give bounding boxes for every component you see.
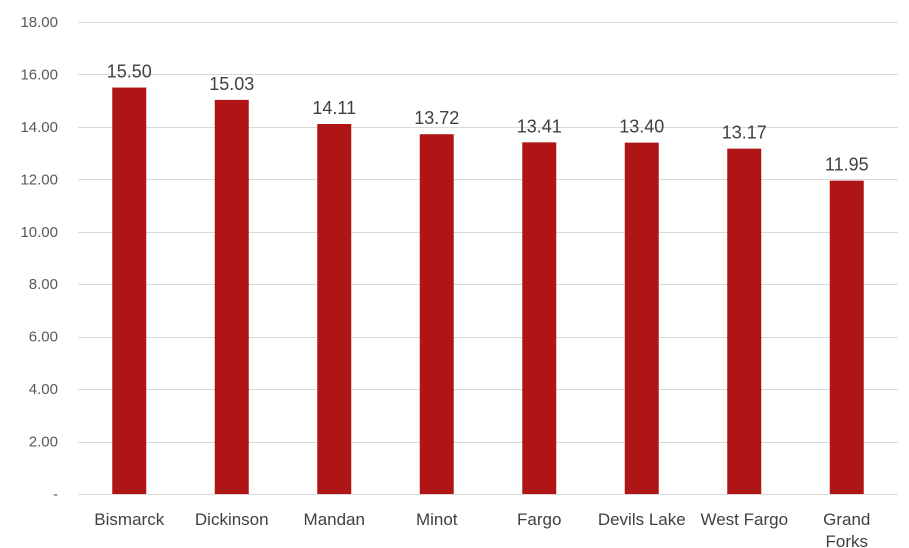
bar [317, 124, 352, 494]
y-tick-label: 8.00 [29, 276, 58, 293]
y-tick-label: 6.00 [29, 329, 58, 346]
bar [829, 180, 864, 494]
y-tick-label: 2.00 [29, 434, 58, 451]
x-axis-category-labels: Bismarck Dickinson Mandan Minot Fargo Devils … [94, 510, 870, 548]
bars [112, 87, 864, 495]
data-label: 15.03 [209, 74, 254, 94]
category-label: Forks [826, 532, 869, 548]
category-label: Bismarck [94, 510, 164, 529]
data-labels: 15.50 15.03 14.11 13.72 13.41 13.40 13.17 11.95 [107, 62, 869, 175]
category-label: Dickinson [195, 510, 269, 529]
y-tick-label: 10.00 [20, 224, 58, 241]
bar [112, 87, 147, 495]
y-tick-label: 16.00 [20, 66, 58, 83]
category-label: Grand [823, 510, 870, 529]
bar [419, 134, 454, 494]
y-axis-tick-labels: - 2.00 4.00 6.00 8.00 10.00 12.00 14.00 16.00 18.… [20, 14, 58, 503]
bar [214, 99, 249, 494]
data-label: 13.40 [619, 117, 664, 137]
data-label: 13.72 [414, 108, 459, 128]
bar [624, 142, 659, 494]
bar [522, 142, 557, 495]
data-label: 14.11 [312, 98, 356, 118]
data-label: 13.41 [517, 116, 562, 136]
y-tick-label: 14.00 [20, 119, 58, 136]
category-label: West Fargo [700, 510, 788, 529]
bar [727, 148, 762, 495]
y-tick-label: 4.00 [29, 381, 58, 398]
data-label: 13.17 [722, 123, 767, 143]
category-label: Devils Lake [598, 510, 686, 529]
category-label: Minot [416, 510, 458, 529]
data-label: 15.50 [107, 62, 152, 82]
category-label: Fargo [517, 510, 561, 529]
y-tick-label: - [53, 486, 58, 503]
gridlines [78, 22, 898, 495]
y-tick-label: 12.00 [20, 171, 58, 188]
data-label: 11.95 [825, 155, 869, 175]
y-tick-label: 18.00 [20, 14, 58, 31]
category-label: Mandan [304, 510, 365, 529]
